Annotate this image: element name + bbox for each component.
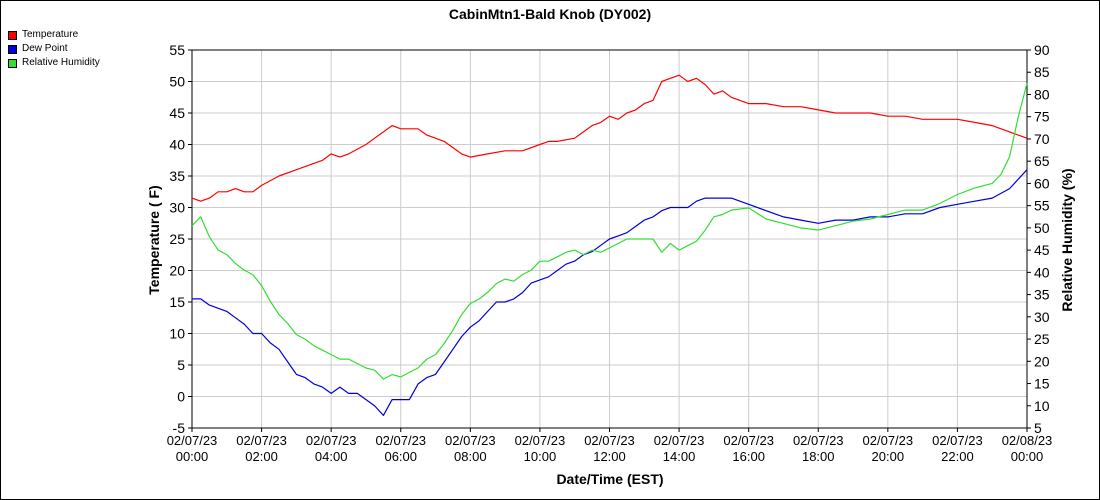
legend: Temperature Dew Point Relative Humidity (8, 28, 100, 70)
x-tick-label-date: 02/07/23 (306, 433, 357, 448)
x-tick-label-time: 16:00 (732, 449, 765, 464)
right-tick-label: 40 (1034, 264, 1050, 280)
legend-swatch-temperature (8, 30, 17, 40)
left-tick-label: 0 (177, 389, 185, 405)
x-tick-label-time: 02:00 (245, 449, 278, 464)
left-tick-label: 40 (169, 137, 185, 153)
left-tick-label: 35 (169, 168, 185, 184)
x-tick-label-date: 02/07/23 (167, 433, 218, 448)
right-y-axis: 5 10 15 20 25 30 35 40 45 50 55 60 65 70 75 80 85 90 (1027, 42, 1050, 436)
left-tick-label: 20 (169, 263, 185, 279)
x-tick-label-date: 02/07/23 (375, 433, 426, 448)
right-tick-label: 25 (1034, 331, 1050, 347)
left-tick-label: 55 (169, 42, 185, 58)
left-tick-label: 10 (169, 326, 185, 342)
legend-item-relative-humidity: Relative Humidity (8, 56, 100, 70)
series-line-relative-humidity (191, 83, 1028, 380)
x-tick-label-time: 12:00 (593, 449, 626, 464)
x-tick-label-time: 10:00 (524, 449, 557, 464)
right-tick-label: 45 (1034, 242, 1050, 258)
x-tick-label-time: 04:00 (315, 449, 348, 464)
right-tick-label: 70 (1034, 131, 1050, 147)
series-lines (191, 74, 1028, 416)
left-y-axis: -5 0 5 10 15 20 25 30 35 40 45 50 55 (169, 42, 192, 436)
right-tick-label: 30 (1034, 309, 1050, 325)
x-tick-label-date: 02/07/23 (445, 433, 496, 448)
right-tick-label: 80 (1034, 86, 1050, 102)
x-tick-label-time: 00:00 (176, 449, 209, 464)
x-tick-label-date: 02/07/23 (584, 433, 635, 448)
x-tick-label-date: 02/08/23 (1002, 433, 1053, 448)
x-tick-label-time: 14:00 (663, 449, 696, 464)
left-y-axis-label: Temperature ( F) (146, 185, 162, 294)
series-line-temperature (191, 74, 1028, 202)
left-tick-label: -5 (173, 420, 186, 436)
x-tick-label-time: 20:00 (872, 449, 905, 464)
x-tick-label-date: 02/07/23 (793, 433, 844, 448)
left-tick-label: 50 (169, 74, 185, 90)
right-tick-label: 65 (1034, 153, 1050, 169)
x-tick-label-time: 18:00 (802, 449, 835, 464)
x-tick-label-time: 00:00 (1011, 449, 1044, 464)
left-tick-label: 45 (169, 105, 185, 121)
legend-item-temperature: Temperature (8, 28, 100, 42)
x-tick-label-date: 02/07/23 (654, 433, 705, 448)
right-tick-label: 15 (1034, 376, 1050, 392)
x-tick-label-date: 02/07/23 (932, 433, 983, 448)
right-tick-label: 55 (1034, 198, 1050, 214)
x-tick-label-time: 08:00 (454, 449, 487, 464)
legend-label-temperature: Temperature (22, 29, 79, 40)
right-y-axis-label: Relative Humidity (%) (1059, 168, 1075, 311)
x-tick-label-date: 02/07/23 (863, 433, 914, 448)
right-tick-label: 5 (1034, 420, 1042, 436)
legend-item-dew-point: Dew Point (8, 42, 100, 56)
x-axis-label: Date/Time (EST) (556, 471, 663, 487)
left-tick-label: 15 (169, 294, 185, 310)
legend-label-relative-humidity: Relative Humidity (22, 57, 100, 68)
x-tick-label-date: 02/07/23 (236, 433, 287, 448)
x-axis: 02/07/2300:0002/07/2302:0002/07/2304:000… (167, 428, 1053, 464)
right-tick-label: 10 (1034, 398, 1050, 414)
left-tick-label: 30 (169, 200, 185, 216)
right-tick-label: 90 (1034, 42, 1050, 58)
series-line-dew-point (192, 169, 1028, 416)
right-tick-label: 50 (1034, 220, 1050, 236)
chart-title: CabinMtn1-Bald Knob (DY002) (449, 6, 651, 22)
x-tick-label-date: 02/07/23 (723, 433, 774, 448)
right-tick-label: 75 (1034, 109, 1050, 125)
left-tick-label: 5 (177, 357, 185, 373)
x-tick-label-time: 22:00 (941, 449, 974, 464)
legend-label-dew-point: Dew Point (22, 43, 68, 54)
right-tick-label: 20 (1034, 353, 1050, 369)
right-tick-label: 85 (1034, 64, 1050, 80)
x-tick-label-date: 02/07/23 (515, 433, 566, 448)
right-tick-label: 60 (1034, 175, 1050, 191)
legend-swatch-dew-point (8, 44, 17, 54)
right-tick-label: 35 (1034, 287, 1050, 303)
x-tick-label-time: 06:00 (384, 449, 417, 464)
left-tick-label: 25 (169, 231, 185, 247)
legend-swatch-relative-humidity (8, 58, 17, 68)
